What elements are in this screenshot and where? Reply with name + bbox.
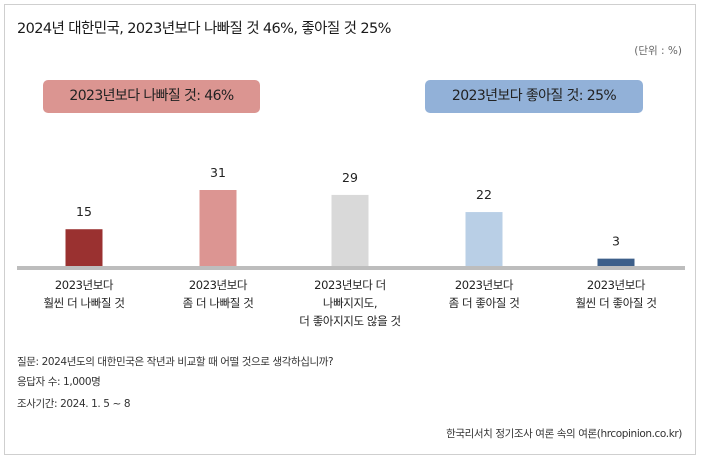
source-credit: 한국리서치 정기조사 여론 속의 여론(hrcopinion.co.kr)	[446, 428, 682, 440]
x-axis-line	[17, 266, 685, 270]
value-label-3: 29	[342, 170, 358, 185]
category-label-1: 2023년보다	[55, 278, 114, 292]
bar-1	[65, 229, 103, 266]
respondent-count: 응답자 수: 1,000명	[17, 376, 101, 388]
worse-summary-badge: 2023년보다 나빠질 것: 46%	[43, 80, 260, 113]
category-label-4: 2023년보다	[455, 278, 514, 292]
bar-5	[597, 258, 635, 266]
category-label-2: 좀 더 나빠질 것	[183, 296, 254, 310]
bar-4	[465, 212, 503, 266]
unit-label: (단위 : %)	[634, 45, 682, 57]
bar-3	[331, 194, 369, 266]
survey-question: 질문: 2024년도의 대한민국은 작년과 비교할 때 어떨 것으로 생각하십니…	[17, 356, 334, 368]
better-summary-badge: 2023년보다 좋아질 것: 25%	[425, 80, 643, 113]
category-label-2: 2023년보다	[189, 278, 248, 292]
category-label-3: 더 좋아지지도 않을 것	[299, 314, 400, 328]
category-label-4: 좀 더 좋아질 것	[449, 296, 520, 310]
value-label-1: 15	[76, 204, 92, 219]
category-label-3: 2023년보다 더	[314, 278, 386, 292]
bar-2	[199, 190, 237, 266]
value-label-2: 31	[210, 165, 226, 180]
survey-period: 조사기간: 2024. 1. 5 ~ 8	[17, 398, 131, 410]
value-label-5: 3	[612, 234, 620, 249]
category-label-5: 훨씬 더 좋아질 것	[575, 296, 656, 310]
chart-title: 2024년 대한민국, 2023년보다 나빠질 것 46%, 좋아질 것 25%	[17, 21, 391, 37]
category-label-5: 2023년보다	[587, 278, 646, 292]
category-label-3: 나빠지지도,	[323, 296, 377, 310]
category-label-1: 훨씬 더 나빠질 것	[43, 296, 124, 310]
value-label-4: 22	[476, 187, 492, 202]
